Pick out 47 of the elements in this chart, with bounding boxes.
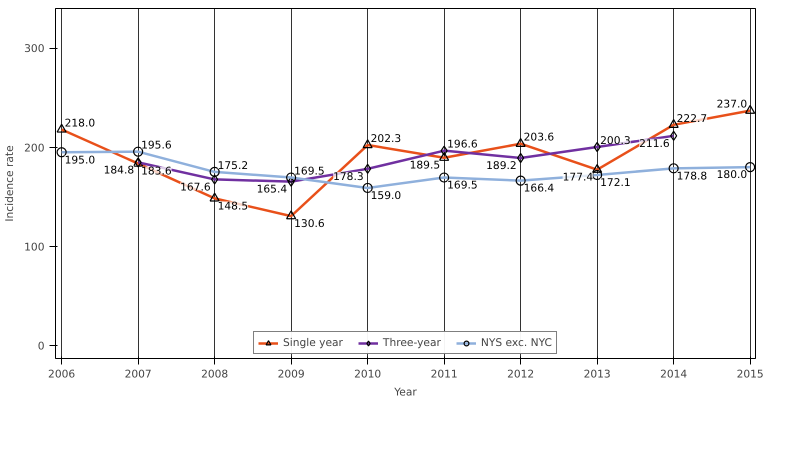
y-tick-label: 200 <box>24 141 45 154</box>
data-label: 177.4 <box>562 170 594 184</box>
data-label: 184.8 <box>104 163 134 176</box>
x-tick-label: 2009 <box>278 368 305 380</box>
data-label: 166.4 <box>524 182 554 195</box>
data-label: 178.8 <box>676 169 708 182</box>
data-label: 189.2 <box>486 159 517 172</box>
data-label: 211.6 <box>639 136 670 150</box>
data-label: 159.0 <box>370 188 402 202</box>
data-label: 180.0 <box>716 168 748 182</box>
y-tick-label: 100 <box>24 240 45 254</box>
x-tick-label: 2010 <box>354 368 382 380</box>
y-tick-label: 300 <box>24 42 45 56</box>
data-label: 200.3 <box>600 134 631 148</box>
data-label: 237.0 <box>716 98 748 111</box>
data-label: 175.2 <box>218 158 248 172</box>
x-tick-label: 2013 <box>584 368 611 380</box>
data-label: 130.6 <box>294 217 325 230</box>
x-tick-label: 2012 <box>507 368 534 380</box>
data-label: 167.6 <box>180 180 211 194</box>
data-label: 148.5 <box>218 199 248 212</box>
data-label: 195.6 <box>141 138 172 152</box>
data-label: 203.6 <box>524 130 554 144</box>
data-label: 222.7 <box>676 112 708 125</box>
data-label: 172.1 <box>600 176 631 189</box>
data-label: 195.0 <box>64 153 96 166</box>
x-tick-label: 2011 <box>430 368 458 380</box>
legend-label: Three-year <box>382 336 441 349</box>
x-tick-label: 2014 <box>660 368 688 380</box>
data-label: 169.5 <box>294 164 325 178</box>
data-label: 169.5 <box>447 178 478 192</box>
data-label: 196.6 <box>447 138 478 151</box>
legend-label: Single year <box>283 336 343 349</box>
x-tick-label: 2006 <box>48 368 76 380</box>
x-axis-title: Year <box>393 386 418 398</box>
data-label: 189.5 <box>410 158 440 172</box>
data-label: 183.6 <box>141 164 172 178</box>
data-label: 218.0 <box>64 116 96 130</box>
legend-label: NYS exc. NYC <box>480 336 552 349</box>
data-label: 202.3 <box>370 132 402 146</box>
x-tick-label: 2015 <box>736 368 764 380</box>
x-tick-label: 2007 <box>124 368 152 380</box>
y-axis-title: Incidence rate <box>3 145 16 222</box>
y-tick-label: 0 <box>38 340 45 353</box>
x-tick-label: 2008 <box>201 368 228 380</box>
data-label: 165.4 <box>256 182 288 196</box>
data-label: 178.3 <box>333 170 364 183</box>
